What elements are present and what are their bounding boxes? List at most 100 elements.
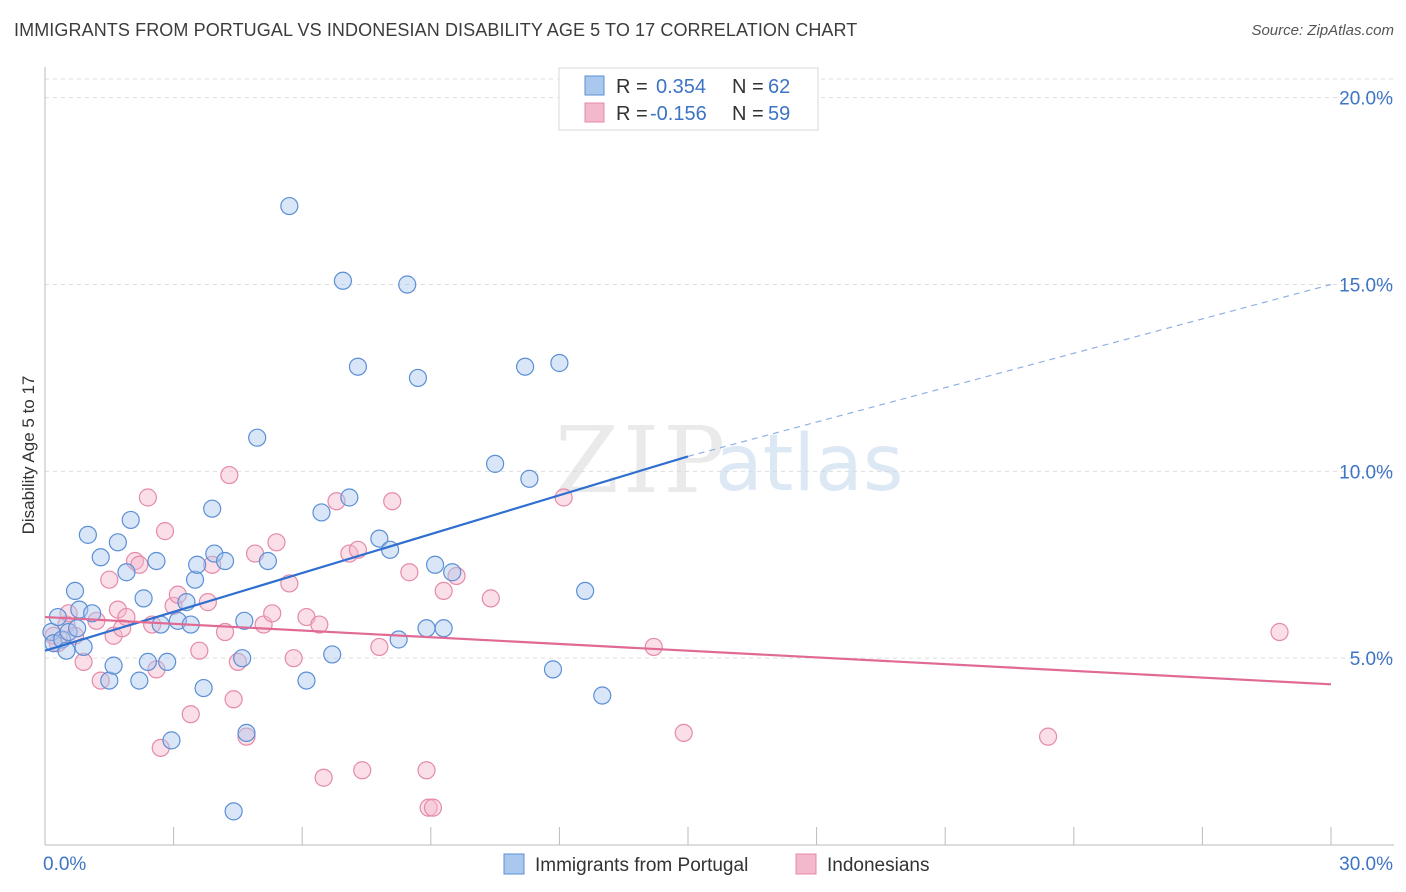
series-immigrants-from-portugal	[42, 196, 612, 821]
indonesians-point	[117, 607, 136, 627]
indonesians-point	[400, 563, 419, 582]
portugal-point	[188, 555, 207, 574]
portugal-point	[147, 551, 166, 571]
portugal-point	[348, 357, 368, 376]
watermark-zip: ZIP	[555, 407, 729, 514]
indonesians-trend-line	[44, 615, 1332, 686]
indonesians-point	[151, 738, 170, 757]
indonesians-point	[481, 589, 500, 608]
portugal-point	[333, 271, 353, 290]
y-axis-label: Disability Age 5 to 17	[19, 376, 38, 535]
legend-series: Immigrants from Portugal Indonesians	[503, 853, 929, 876]
portugal-point	[297, 671, 316, 690]
legend-r-value: -0.156	[650, 103, 707, 125]
indonesians-point	[1270, 622, 1289, 642]
indonesians-point	[419, 798, 438, 817]
grid-lines	[45, 78, 1394, 659]
indonesians-point	[224, 690, 243, 709]
indonesians-point	[190, 641, 209, 660]
portugal-point	[162, 731, 181, 750]
portugal-point	[91, 548, 110, 567]
portugal-point	[158, 652, 177, 672]
legend-n-value: 62	[768, 76, 790, 98]
portugal-point	[280, 196, 299, 216]
portugal-point	[215, 551, 235, 571]
portugal-point	[312, 503, 331, 522]
indonesians-point	[423, 798, 443, 817]
indonesians-point	[370, 637, 389, 657]
source-label: Source: ZipAtlas.com	[1251, 22, 1394, 39]
indonesians-point	[644, 637, 663, 657]
trend-lines	[44, 283, 1332, 686]
x-tick-label: 0.0%	[43, 854, 86, 875]
portugal-point	[224, 802, 243, 821]
portugal-point	[550, 353, 569, 373]
portugal-point	[576, 581, 595, 601]
indonesians-point	[181, 705, 200, 724]
indonesians-point	[74, 652, 93, 672]
portugal-point	[516, 357, 535, 376]
portugal-point	[417, 619, 436, 638]
legend-indonesians-label: Indonesians	[827, 855, 929, 876]
y-tick-label: 5.0%	[1350, 649, 1393, 670]
indonesians-point	[674, 723, 693, 743]
portugal-point	[233, 649, 252, 668]
indonesians-point	[155, 522, 175, 541]
portugal-point	[68, 619, 87, 638]
portugal-point	[443, 563, 462, 582]
portugal-point	[340, 488, 359, 507]
portugal-point	[425, 555, 445, 574]
portugal-point	[237, 723, 256, 743]
x-tick-label: 30.0%	[1339, 854, 1393, 875]
portugal-point	[138, 652, 157, 672]
legend-n-value: 59	[768, 103, 790, 125]
indonesians-point	[100, 570, 119, 589]
portugal-point	[370, 529, 389, 548]
legend-n-label: N =	[732, 103, 764, 125]
portugal-point	[593, 686, 612, 705]
portugal-point	[78, 525, 97, 544]
y-tick-labels: 5.0% 10.0% 15.0% 20.0%	[1339, 89, 1393, 670]
legend-r-label: R =	[616, 76, 648, 98]
portugal-point	[434, 619, 453, 638]
portugal-point	[205, 544, 224, 563]
portugal-point	[117, 563, 136, 582]
portugal-point	[543, 660, 563, 679]
chart-title: IMMIGRANTS FROM PORTUGAL VS INDONESIAN D…	[14, 20, 858, 40]
y-tick-label: 10.0%	[1339, 462, 1393, 483]
indonesians-point	[383, 492, 402, 511]
x-tick-labels: 0.0% 30.0%	[43, 854, 1393, 875]
portugal-point	[235, 611, 254, 630]
legend-indonesians-swatch	[795, 853, 817, 875]
portugal-point	[65, 581, 85, 601]
indonesians-point	[220, 465, 239, 485]
portugal-point	[408, 368, 428, 388]
portugal-point	[134, 589, 153, 608]
indonesians-point	[434, 581, 453, 601]
portugal-point	[203, 499, 222, 518]
legend-portugal-label: Immigrants from Portugal	[535, 855, 748, 876]
portugal-point	[104, 656, 123, 675]
portugal-point	[398, 275, 417, 294]
indonesians-point	[314, 768, 333, 787]
legend-r-value: 0.354	[656, 76, 706, 98]
portugal-trend-extension	[687, 283, 1332, 457]
portugal-point	[100, 671, 119, 690]
y-tick-label: 20.0%	[1339, 89, 1393, 110]
indonesians-point	[138, 488, 157, 507]
portugal-point	[486, 454, 505, 473]
legend-r-label: R =	[616, 103, 648, 125]
legend-n-label: N =	[732, 76, 764, 98]
portugal-point	[108, 533, 127, 552]
indonesians-point	[353, 761, 372, 780]
indonesians-point	[267, 533, 286, 552]
portugal-point	[520, 469, 539, 488]
watermark-atlas: atlas	[715, 419, 904, 509]
portugal-point	[389, 630, 408, 649]
portugal-point	[130, 671, 149, 690]
portugal-point	[258, 551, 278, 571]
portugal-trend-line	[44, 455, 689, 652]
axes	[44, 67, 1394, 846]
legend-blue-swatch	[584, 75, 605, 96]
